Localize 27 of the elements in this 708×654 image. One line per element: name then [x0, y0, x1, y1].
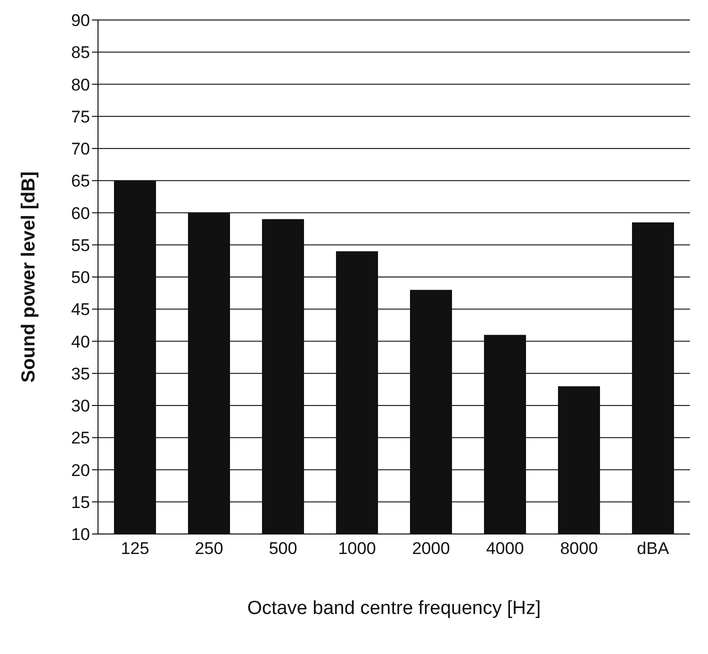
- x-axis-title: Octave band centre frequency [Hz]: [247, 598, 541, 619]
- x-tick-label: 250: [194, 539, 224, 558]
- x-tick-label: 125: [120, 539, 150, 558]
- x-tick-label: 8000: [560, 539, 598, 558]
- y-tick-label: 35: [71, 364, 90, 384]
- y-tick-label: 30: [71, 396, 90, 416]
- y-tick-label: 80: [71, 75, 90, 94]
- y-tick-label: 40: [71, 332, 90, 352]
- x-tick-label: 1000: [338, 539, 376, 558]
- x-tick-label: 500: [268, 539, 298, 558]
- y-tick-label: 10: [71, 525, 90, 544]
- y-tick-label: 65: [71, 172, 90, 191]
- y-tick-label: 25: [71, 428, 90, 448]
- y-tick-label: 45: [71, 300, 90, 320]
- x-tick-label: 2000: [412, 539, 450, 558]
- y-tick-label: 55: [71, 236, 90, 255]
- y-tick-label: 75: [71, 107, 90, 126]
- y-tick-label: 60: [71, 204, 90, 223]
- y-tick-label: 85: [71, 43, 90, 62]
- y-tick-label: 20: [71, 460, 90, 480]
- y-tick-label: 15: [71, 492, 90, 512]
- y-tick-label: 50: [71, 268, 90, 288]
- y-tick-label: 90: [71, 11, 90, 30]
- y-tick-label: 70: [71, 140, 90, 159]
- x-tick-label: dBA: [636, 539, 670, 558]
- x-tick-label: 4000: [486, 539, 524, 558]
- y-axis-title: Sound power level [dB]: [18, 171, 40, 383]
